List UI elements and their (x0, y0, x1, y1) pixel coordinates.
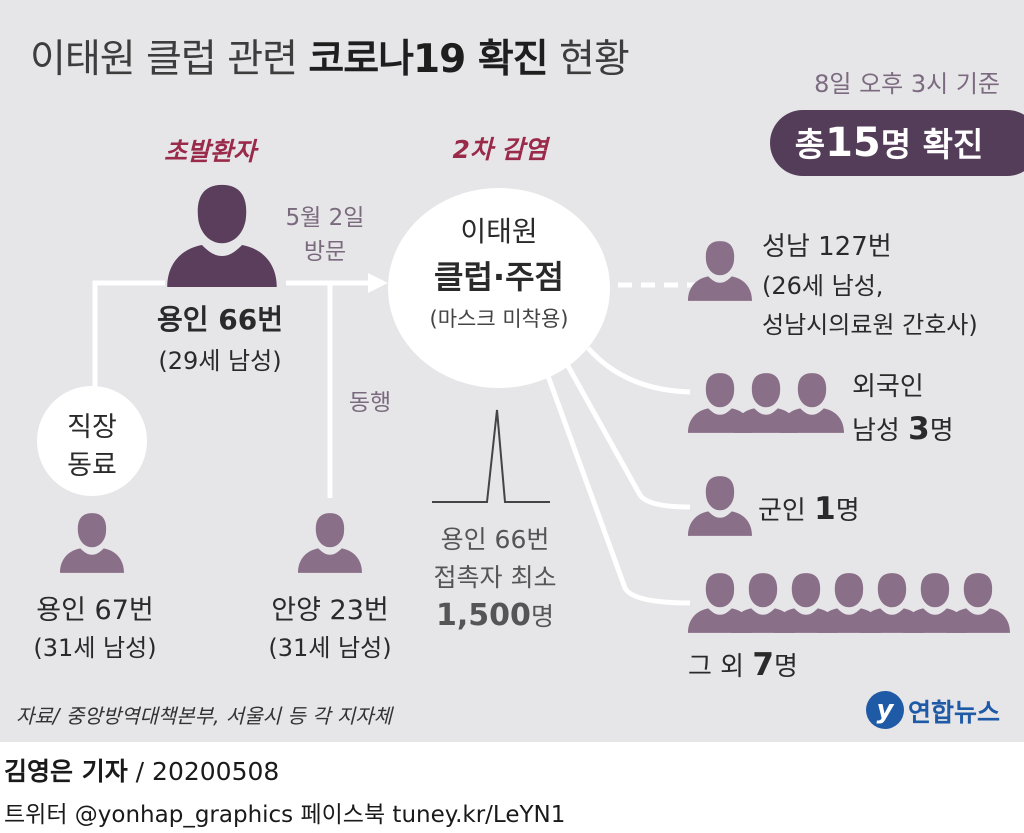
patient-zero-detail: (29세 남성) (158, 347, 282, 375)
visit-label: 방문 (303, 239, 347, 265)
yongin67-name: 용인 67번 (36, 595, 154, 626)
accompany-label: 동행 (348, 390, 392, 416)
contacts-line1: 용인 66번 (440, 525, 550, 554)
club-line1: 이태원 (460, 215, 538, 248)
club-line2: 클럽·주점 (434, 258, 564, 296)
coworker-circle (37, 386, 147, 496)
seongnam-line3: 성남시의료원 간호사) (762, 311, 978, 339)
yonhap-logo-text: 연합뉴스 (908, 698, 1001, 727)
connector-lines (92, 273, 695, 606)
foreign-icon-group (688, 372, 844, 434)
social-line: 트위터 @yonhap_graphics 페이스북 tuney.kr/LeYN1 (4, 802, 566, 828)
foreign-line1: 외국인 (852, 372, 924, 402)
coworker-connector (92, 280, 165, 415)
others-label: 그 외 7명 (688, 647, 798, 683)
yongin67-detail: (31세 남성) (33, 634, 157, 662)
total-count-text: 총15명 확진 (794, 120, 984, 166)
infographic: 이태원 클럽 관련 코로나19 확진 현황 8일 오후 3시 기준 총15명 확… (0, 0, 1024, 742)
contacts-count: 1,500명 (436, 598, 554, 633)
others-icon-group (688, 572, 1010, 634)
patient-zero-person-icon (167, 184, 277, 287)
anyang23-name: 안양 23번 (271, 595, 389, 626)
anyang23-detail: (31세 남성) (268, 634, 392, 662)
person-icon (688, 373, 752, 433)
total-badge (770, 110, 1024, 176)
contacts-line2: 접촉자 최소 (433, 563, 557, 592)
visit-arrow-head (368, 273, 388, 293)
coworker-line2: 동료 (67, 450, 117, 481)
seongnam-line1: 성남 127번 (762, 232, 892, 262)
basis-time: 8일 오후 3시 기준 (814, 70, 1000, 98)
visit-date: 5월 2일 (285, 205, 365, 231)
source-note: 자료/ 중앙방역대책본부, 서울시 등 각 지자체 (16, 704, 393, 728)
foreign-connector (586, 346, 691, 395)
patient-zero-name: 용인 66번 (157, 303, 283, 336)
soldier-icon-group (688, 475, 752, 537)
others-connector (545, 375, 691, 606)
person-icon (734, 373, 798, 433)
coworker-line1: 직장 (67, 412, 117, 443)
foreign-line2: 남성 3명 (852, 411, 954, 447)
seongnam-line2: (26세 남성, (762, 272, 884, 300)
patient-zero-label: 초발환자 (163, 137, 256, 166)
club-line3: (마스크 미착용) (429, 307, 569, 331)
seongnam-person-icon (688, 241, 752, 301)
credit-line: 김영은 기자 / 20200508 (4, 757, 280, 786)
page-title: 이태원 클럽 관련 코로나19 확진 현황 (30, 37, 630, 82)
contacts-spike-graph (432, 409, 550, 503)
anyang23-person-icon (298, 513, 362, 573)
person-icon (780, 373, 844, 433)
yonhap-logo-icon: y (866, 691, 904, 729)
soldier-label: 군인 1명 (758, 491, 860, 527)
club-circle (388, 188, 610, 388)
soldier-connector (565, 364, 691, 510)
person-icon (688, 476, 752, 536)
secondary-infection-label: 2차 감염 (452, 135, 548, 164)
yongin67-person-icon (60, 513, 124, 573)
person-icon (946, 573, 1010, 633)
